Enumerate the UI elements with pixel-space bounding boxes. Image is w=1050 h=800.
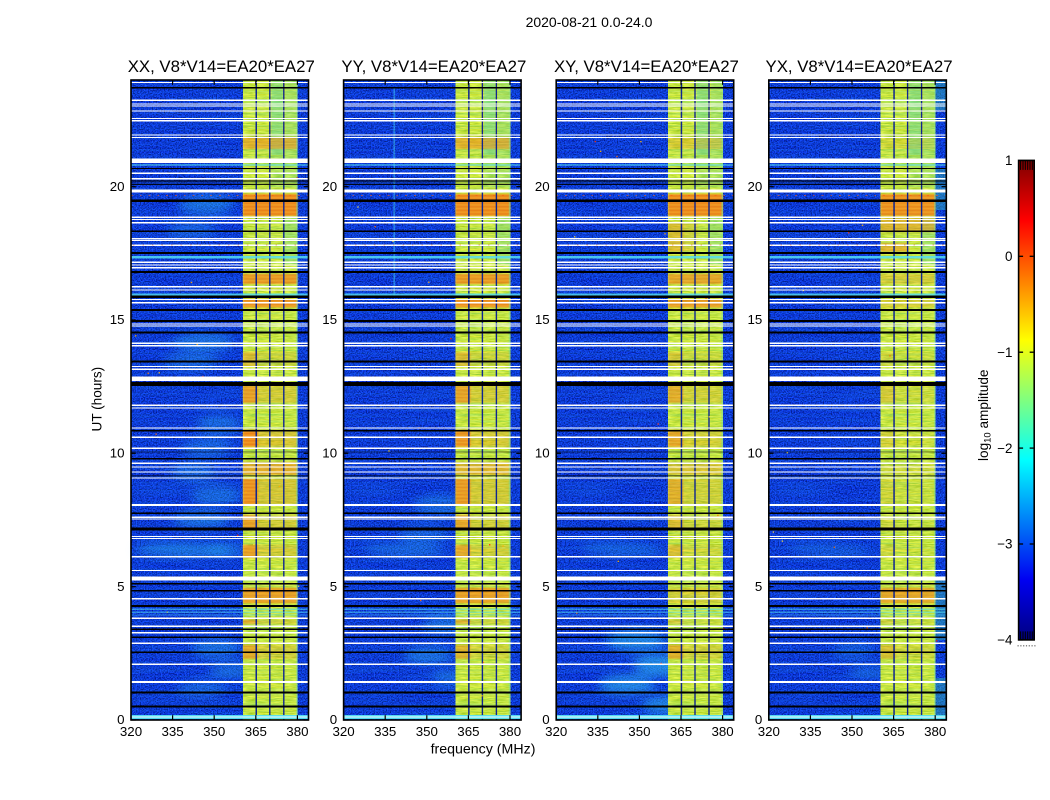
svg-text:380: 380 bbox=[712, 724, 734, 739]
svg-text:10: 10 bbox=[748, 446, 763, 461]
svg-text:5: 5 bbox=[330, 579, 337, 594]
svg-text:320: 320 bbox=[758, 724, 780, 739]
svg-text:15: 15 bbox=[322, 312, 337, 327]
svg-text:350: 350 bbox=[628, 724, 650, 739]
svg-text:350: 350 bbox=[841, 724, 863, 739]
svg-text:5: 5 bbox=[542, 579, 549, 594]
svg-text:15: 15 bbox=[535, 312, 550, 327]
svg-text:335: 335 bbox=[162, 724, 184, 739]
svg-text:XX, V8*V14=EA20*EA27: XX, V8*V14=EA20*EA27 bbox=[128, 57, 315, 76]
svg-text:320: 320 bbox=[545, 724, 567, 739]
svg-text:335: 335 bbox=[374, 724, 396, 739]
svg-text:−3: −3 bbox=[997, 537, 1012, 552]
svg-text:5: 5 bbox=[755, 579, 762, 594]
svg-text:380: 380 bbox=[499, 724, 521, 739]
svg-text:20: 20 bbox=[110, 179, 125, 194]
svg-text:320: 320 bbox=[333, 724, 355, 739]
svg-text:frequency (MHz): frequency (MHz) bbox=[431, 742, 536, 758]
svg-text:0: 0 bbox=[755, 712, 762, 727]
svg-text:1: 1 bbox=[1005, 153, 1012, 168]
svg-text:−2: −2 bbox=[997, 441, 1012, 456]
svg-text:0: 0 bbox=[542, 712, 549, 727]
svg-text:YY, V8*V14=EA20*EA27: YY, V8*V14=EA20*EA27 bbox=[341, 57, 526, 76]
svg-text:10: 10 bbox=[110, 446, 125, 461]
svg-text:335: 335 bbox=[799, 724, 821, 739]
svg-text:UT (hours): UT (hours) bbox=[90, 367, 105, 432]
svg-text:20: 20 bbox=[748, 179, 763, 194]
svg-text:log10 amplitude: log10 amplitude bbox=[976, 370, 994, 461]
svg-text:380: 380 bbox=[924, 724, 946, 739]
svg-text:350: 350 bbox=[416, 724, 438, 739]
svg-text:10: 10 bbox=[535, 446, 550, 461]
svg-text:0: 0 bbox=[330, 712, 337, 727]
svg-text:335: 335 bbox=[587, 724, 609, 739]
svg-text:365: 365 bbox=[457, 724, 479, 739]
svg-text:−4: −4 bbox=[997, 633, 1013, 648]
svg-text:0: 0 bbox=[1005, 249, 1012, 264]
svg-text:0: 0 bbox=[117, 712, 124, 727]
svg-text:2020-08-21 0.0-24.0: 2020-08-21 0.0-24.0 bbox=[526, 14, 653, 30]
svg-text:365: 365 bbox=[670, 724, 692, 739]
svg-text:15: 15 bbox=[748, 312, 763, 327]
svg-text:380: 380 bbox=[286, 724, 308, 739]
svg-text:320: 320 bbox=[120, 724, 142, 739]
svg-text:15: 15 bbox=[110, 312, 125, 327]
svg-text:5: 5 bbox=[117, 579, 124, 594]
svg-text:365: 365 bbox=[883, 724, 905, 739]
svg-text:20: 20 bbox=[322, 179, 337, 194]
svg-text:XY, V8*V14=EA20*EA27: XY, V8*V14=EA20*EA27 bbox=[554, 57, 739, 76]
svg-text:−1: −1 bbox=[997, 345, 1012, 360]
svg-text:YX, V8*V14=EA20*EA27: YX, V8*V14=EA20*EA27 bbox=[766, 57, 953, 76]
svg-text:20: 20 bbox=[535, 179, 550, 194]
svg-text:350: 350 bbox=[203, 724, 225, 739]
svg-text:365: 365 bbox=[245, 724, 267, 739]
svg-text:10: 10 bbox=[322, 446, 337, 461]
